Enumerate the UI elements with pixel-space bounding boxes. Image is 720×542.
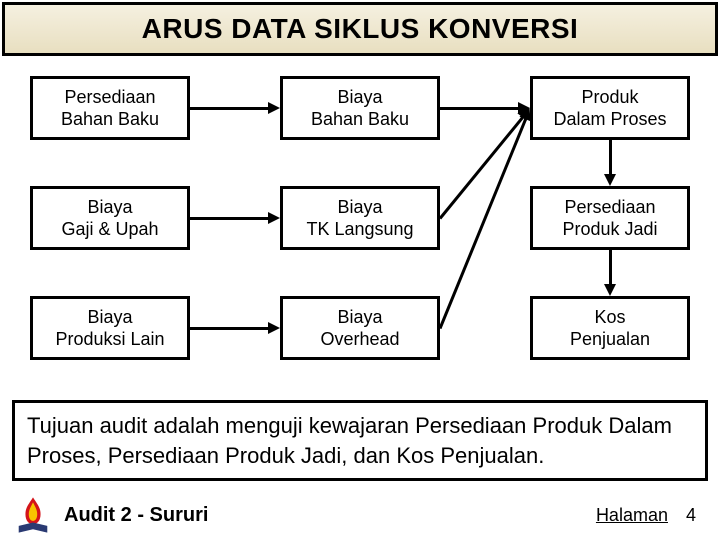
title-bar: ARUS DATA SIKLUS KONVERSI: [2, 2, 718, 56]
edge: [609, 140, 612, 176]
page-title: ARUS DATA SIKLUS KONVERSI: [17, 13, 703, 45]
node-n3: Produk Dalam Proses: [530, 76, 690, 140]
node-n8: Biaya Overhead: [280, 296, 440, 360]
edge: [190, 107, 270, 110]
edge: [190, 327, 270, 330]
footer: Audit 2 - Sururi Halaman 4: [0, 494, 720, 536]
arrowhead-icon: [604, 284, 616, 296]
edge: [190, 217, 270, 220]
logo-icon: [12, 494, 54, 536]
edge: [439, 117, 528, 329]
footer-right: Halaman 4: [596, 505, 696, 526]
caption-box: Tujuan audit adalah menguji kewajaran Pe…: [12, 400, 708, 481]
edge: [439, 115, 525, 219]
page-label: Halaman: [596, 505, 668, 526]
edge: [609, 250, 612, 286]
arrowhead-icon: [268, 322, 280, 334]
arrowhead-icon: [268, 212, 280, 224]
caption-text: Tujuan audit adalah menguji kewajaran Pe…: [27, 413, 672, 468]
node-n7: Biaya Produksi Lain: [30, 296, 190, 360]
node-n9: Kos Penjualan: [530, 296, 690, 360]
arrowhead-icon: [268, 102, 280, 114]
footer-left: Audit 2 - Sururi: [12, 494, 208, 536]
footer-course: Audit 2 - Sururi: [64, 504, 208, 527]
node-n4: Biaya Gaji & Upah: [30, 186, 190, 250]
node-n2: Biaya Bahan Baku: [280, 76, 440, 140]
flow-diagram: Persediaan Bahan Baku Biaya Bahan Baku Pro…: [0, 58, 720, 398]
node-n1: Persediaan Bahan Baku: [30, 76, 190, 140]
edge: [440, 107, 520, 110]
arrowhead-icon: [604, 174, 616, 186]
node-n5: Biaya TK Langsung: [280, 186, 440, 250]
node-n6: Persediaan Produk Jadi: [530, 186, 690, 250]
page-number: 4: [686, 505, 696, 526]
